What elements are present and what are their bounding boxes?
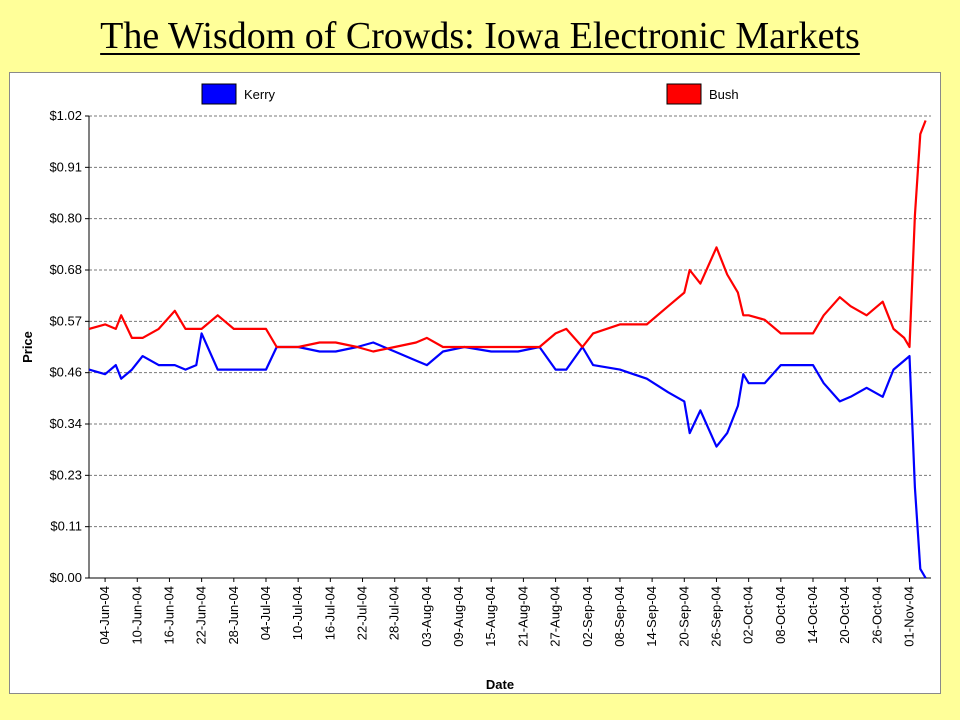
x-tick-label: 14-Sep-04 bbox=[644, 586, 659, 647]
y-tick-label: $0.57 bbox=[49, 313, 82, 328]
series-line-kerry bbox=[88, 332, 927, 579]
legend-label-bush: Bush bbox=[709, 87, 739, 102]
x-tick-label: 01-Nov-04 bbox=[902, 586, 917, 647]
price-line-chart: $0.00 $0.11 $0.23 $0.34 $0.46 $0.57 $0.68 $0.80… bbox=[20, 83, 931, 692]
x-tick-label: 28-Jul-04 bbox=[387, 586, 402, 640]
y-tick-label: $0.11 bbox=[50, 519, 82, 534]
y-tick-label: $0.80 bbox=[49, 211, 82, 226]
y-tick-label: $0.91 bbox=[49, 159, 82, 174]
x-tick-label: 15-Aug-04 bbox=[483, 586, 498, 647]
x-tick-label: 04-Jul-04 bbox=[258, 586, 273, 640]
x-tick-label: 03-Aug-04 bbox=[419, 586, 434, 647]
series-line-bush bbox=[88, 120, 927, 353]
legend-swatch-kerry bbox=[201, 83, 237, 105]
y-tick-label: $0.23 bbox=[49, 467, 82, 482]
x-tick-label: 21-Aug-04 bbox=[515, 586, 530, 647]
y-axis-title: Price bbox=[20, 331, 35, 363]
x-tick-label: 22-Jun-04 bbox=[194, 586, 209, 645]
x-axis-title: Date bbox=[486, 677, 514, 692]
y-tick-label: $0.68 bbox=[49, 262, 82, 277]
x-tick-label: 08-Sep-04 bbox=[612, 586, 627, 647]
x-tick-label: 28-Jun-04 bbox=[226, 586, 241, 645]
x-tick-label: 04-Jun-04 bbox=[97, 586, 112, 645]
chart-frame: $0.00 $0.11 $0.23 $0.34 $0.46 $0.57 $0.68 $0.80… bbox=[9, 72, 941, 694]
x-tick-label: 08-Oct-04 bbox=[773, 586, 788, 644]
x-tick-label: 26-Oct-04 bbox=[869, 586, 884, 644]
legend-label-kerry: Kerry bbox=[244, 87, 276, 102]
x-tick-label: 20-Sep-04 bbox=[676, 586, 691, 647]
x-tick-label: 16-Jul-04 bbox=[322, 586, 337, 640]
legend-swatch-bush bbox=[666, 83, 702, 105]
y-tick-label: $0.46 bbox=[49, 365, 82, 380]
slide-title: The Wisdom of Crowds: Iowa Electronic Ma… bbox=[100, 15, 860, 57]
x-tick-label: 22-Jul-04 bbox=[355, 586, 370, 640]
x-tick-label: 10-Jul-04 bbox=[290, 586, 305, 640]
x-tick-label: 02-Oct-04 bbox=[741, 586, 756, 644]
y-tick-label: $0.00 bbox=[49, 570, 82, 585]
x-tick-label: 14-Oct-04 bbox=[805, 586, 820, 644]
x-tick-label: 16-Jun-04 bbox=[161, 586, 176, 645]
y-tick-label: $1.02 bbox=[49, 108, 82, 123]
x-tick-label: 02-Sep-04 bbox=[580, 586, 595, 647]
x-tick-label: 26-Sep-04 bbox=[708, 586, 723, 647]
x-tick-label: 09-Aug-04 bbox=[451, 586, 466, 647]
y-tick-label: $0.34 bbox=[49, 416, 82, 431]
x-tick-label: 10-Jun-04 bbox=[129, 586, 144, 645]
x-tick-label: 20-Oct-04 bbox=[837, 586, 852, 644]
x-tick-label: 27-Aug-04 bbox=[548, 586, 563, 647]
